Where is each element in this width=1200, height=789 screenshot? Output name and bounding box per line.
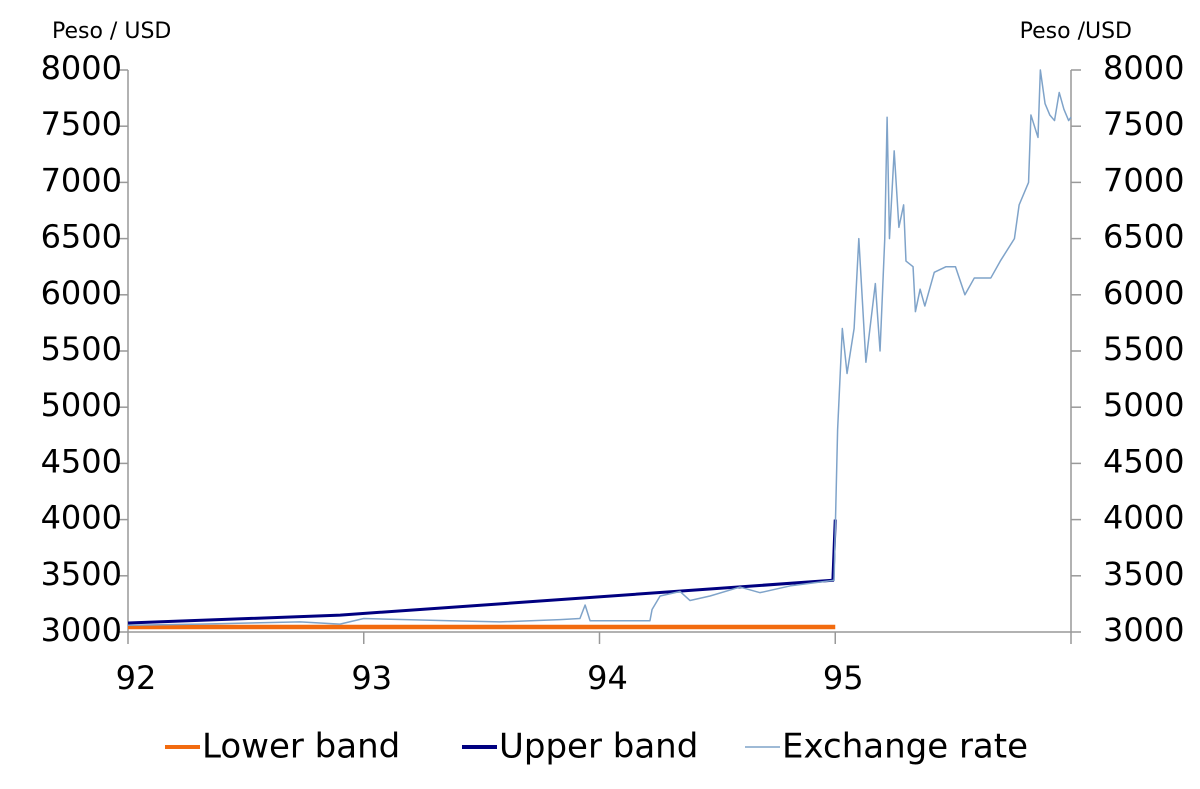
y2-tick-label: 4500	[1103, 442, 1184, 480]
y-tick-label: 4500	[41, 442, 122, 480]
x-tick-label: 92	[116, 659, 157, 697]
y2-tick-label: 5500	[1103, 330, 1184, 368]
y2-tick-label: 4000	[1103, 499, 1184, 537]
y-tick-label: 3500	[41, 555, 122, 593]
series-line	[127, 69, 1072, 627]
y-tick-label: 8000	[41, 49, 122, 87]
y-axis-label: Peso / USD	[52, 19, 171, 44]
y2-tick-label: 6000	[1103, 274, 1184, 312]
y-tick-label: 7500	[41, 105, 122, 143]
x-tick-label: 93	[351, 659, 392, 697]
y-tick-label: 5500	[41, 330, 122, 368]
y2-axis-label: Peso /USD	[1020, 19, 1132, 44]
x-tick-label: 94	[587, 659, 628, 697]
y2-tick-label: 3000	[1103, 611, 1184, 649]
series-line	[127, 519, 837, 625]
y2-tick-label: 3500	[1103, 555, 1184, 593]
legend-label: Lower band	[202, 727, 400, 767]
y2-tick-label: 6500	[1103, 218, 1184, 256]
y-tick-label: 3000	[41, 611, 122, 649]
y2-tick-label: 7500	[1103, 105, 1184, 143]
y-tick-label: 5000	[41, 386, 122, 424]
y2-tick-label: 8000	[1103, 49, 1184, 87]
y-tick-label: 7000	[41, 161, 122, 199]
legend-label: Upper band	[499, 727, 698, 767]
legend-label: Exchange rate	[782, 727, 1028, 767]
y2-tick-label: 7000	[1103, 161, 1184, 199]
y2-tick-label: 5000	[1103, 386, 1184, 424]
y-tick-label: 6000	[41, 274, 122, 312]
y-tick-label: 6500	[41, 218, 122, 256]
x-tick-label: 95	[823, 659, 864, 697]
y-tick-label: 4000	[41, 499, 122, 537]
